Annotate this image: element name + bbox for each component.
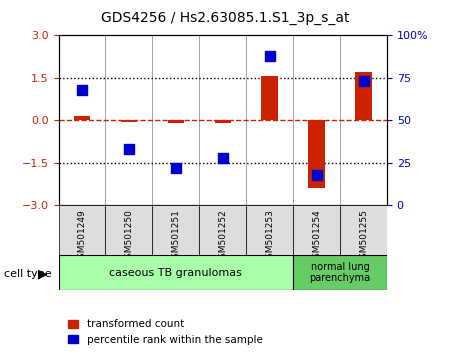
Text: GDS4256 / Hs2.63085.1.S1_3p_s_at: GDS4256 / Hs2.63085.1.S1_3p_s_at [101,11,349,25]
Legend: transformed count, percentile rank within the sample: transformed count, percentile rank withi… [64,315,267,349]
Text: GSM501249: GSM501249 [77,209,86,264]
Bar [121,120,137,122]
Point [313,172,320,178]
Bar [105,205,153,255]
Point [125,147,132,152]
Point [360,79,367,84]
Point [78,87,86,93]
Text: GSM501255: GSM501255 [359,209,368,264]
Bar [293,255,387,290]
Text: GSM501250: GSM501250 [124,209,133,264]
Point [172,165,180,171]
Text: ▶: ▶ [38,268,47,281]
Bar [293,205,340,255]
Bar [340,205,387,255]
Bar [215,120,231,123]
Bar [74,116,90,120]
Text: cell type: cell type [4,269,52,279]
Bar [199,205,246,255]
Point [219,155,226,161]
Bar [58,205,105,255]
Text: normal lung
parenchyma: normal lung parenchyma [310,262,371,284]
Text: GSM501251: GSM501251 [171,209,180,264]
Bar [261,76,278,120]
Text: GSM501253: GSM501253 [265,209,274,264]
Text: GSM501252: GSM501252 [218,209,227,264]
Bar [167,120,184,123]
Text: caseous TB granulomas: caseous TB granulomas [109,268,242,278]
Bar [308,120,325,188]
Bar [58,255,293,290]
Text: GSM501254: GSM501254 [312,209,321,264]
Bar [246,205,293,255]
Bar [356,72,372,120]
Point [266,53,273,59]
Bar [153,205,199,255]
